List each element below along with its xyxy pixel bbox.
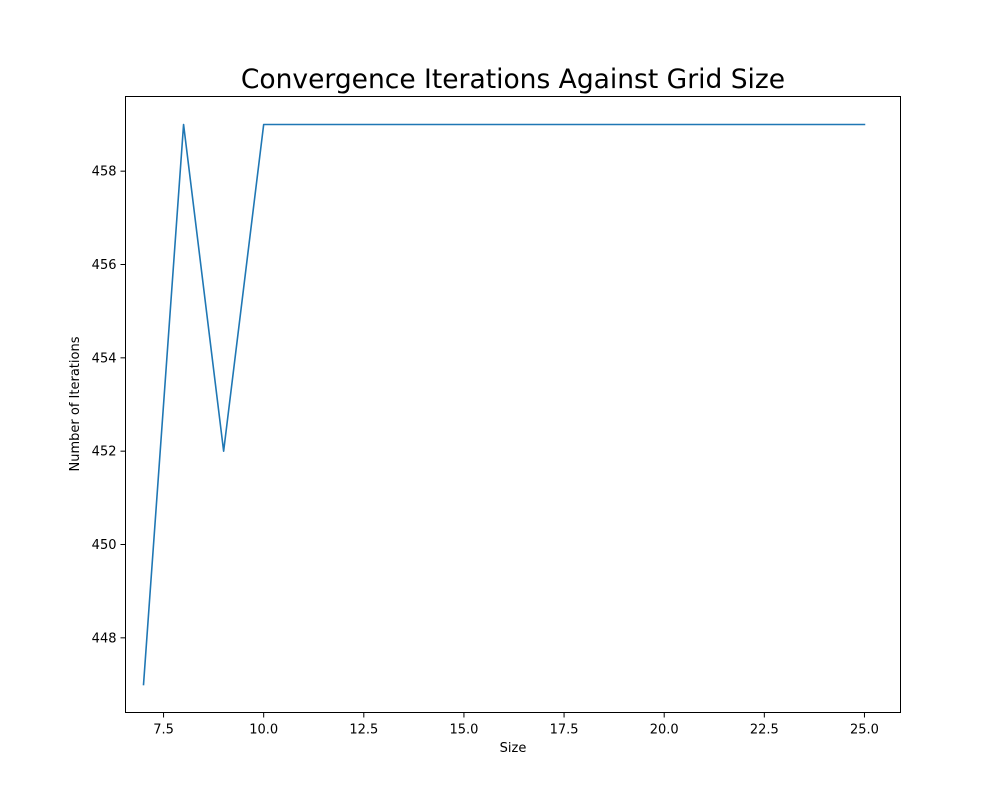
x-tick-label: 20.0: [650, 723, 679, 738]
y-tick-label: 448: [92, 631, 117, 646]
y-tick-label: 456: [92, 258, 117, 273]
plot-frame: [125, 96, 901, 713]
x-axis-label: Size: [500, 741, 527, 756]
x-tick-label: 17.5: [550, 723, 579, 738]
chart-title: Convergence Iterations Against Grid Size: [241, 64, 785, 95]
x-tick-label: 25.0: [850, 723, 879, 738]
x-axis: 7.5 10.0 12.5 15.0 17.5 20.0 22.5 25.0: [153, 712, 879, 738]
y-axis-label: Number of Iterations: [68, 336, 83, 471]
x-tick-label: 10.0: [249, 723, 278, 738]
x-tick-label: 7.5: [153, 723, 174, 738]
x-tick-label: 22.5: [750, 723, 779, 738]
series-line: [142, 123, 866, 686]
y-tick-label: 450: [92, 538, 117, 553]
y-tick-label: 452: [92, 445, 117, 460]
x-tick-label: 12.5: [349, 723, 378, 738]
y-axis: 448 450 452 454 456 458: [92, 165, 126, 646]
y-tick-label: 454: [92, 351, 117, 366]
y-tick-label: 458: [92, 165, 117, 180]
plot-series: [142, 123, 866, 686]
x-tick-label: 15.0: [449, 723, 478, 738]
